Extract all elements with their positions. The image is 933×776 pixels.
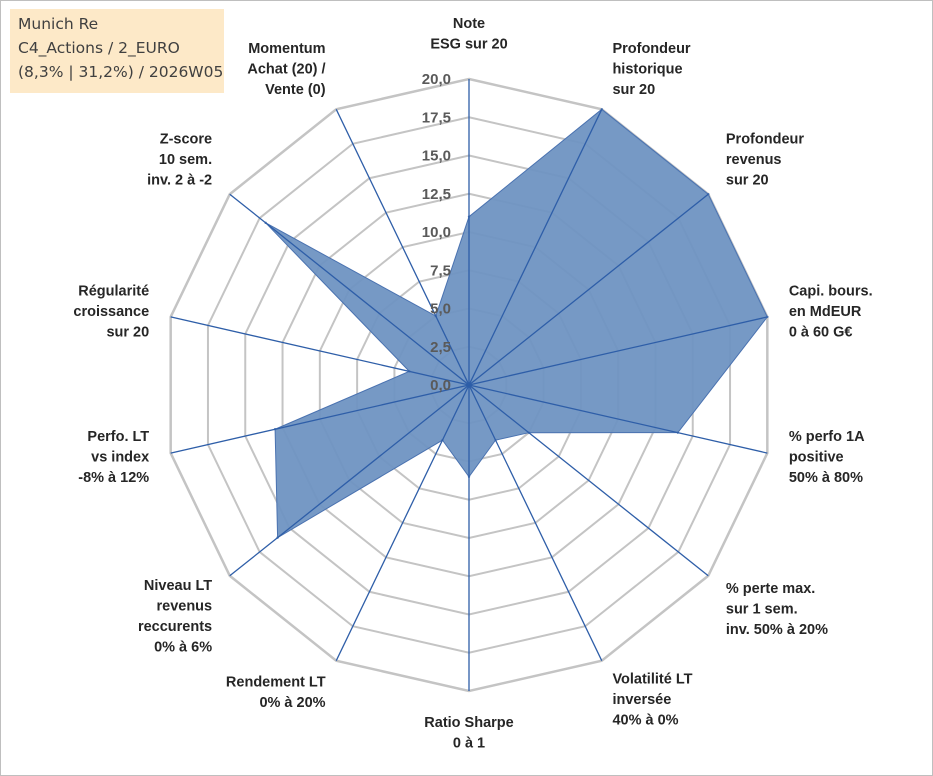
tick-label: 10,0 (422, 224, 451, 241)
axis-label-line: 0% à 20% (259, 695, 325, 711)
axis-label-line: Momentum (248, 41, 325, 57)
axis-label-line: 40% à 0% (612, 712, 678, 728)
axis-spoke (468, 384, 603, 661)
axis-label-line: vs index (91, 449, 149, 465)
axis-label: % perte max. sur 1 sem. inv. 50% à 20% (726, 581, 828, 638)
axis-label: Ratio Sharpe 0 à 1 (424, 715, 513, 752)
axis-spoke (468, 109, 603, 386)
axis-label-line: -8% à 12% (78, 470, 149, 486)
axis-label: Profondeur historique sur 20 (612, 41, 690, 98)
axis-label: Profondeur revenus sur 20 (726, 131, 804, 188)
axis-label-line: Capi. bours. (789, 284, 873, 300)
axis-spoke (335, 109, 470, 386)
portfolio-code: C4_Actions / 2_EURO (18, 39, 180, 57)
axis-spoke (468, 193, 709, 386)
tick-label: 20,0 (422, 71, 451, 88)
axis-label-line: croissance (73, 304, 149, 320)
axis-label-line: sur 1 sem. (726, 602, 798, 618)
axis-label-line: inv. 50% à 20% (726, 622, 828, 638)
axis-label-line: Rendement LT (226, 675, 326, 691)
axis-label: Z-score 10 sem. inv. 2 à -2 (147, 131, 212, 188)
axis-label-line: Volatilité LT (612, 671, 692, 687)
axis-label-line: 0% à 6% (154, 639, 212, 655)
axis-label-line: revenus (726, 152, 782, 168)
axis-label: Rendement LT 0% à 20% (226, 675, 326, 712)
tick-label: 7,5 (430, 262, 451, 279)
axis-label-line: 0 à 1 (453, 736, 485, 752)
axis-label-line: ESG sur 20 (430, 37, 507, 53)
axis-label-line: Ratio Sharpe (424, 715, 513, 731)
axis-label-line: inversée (612, 692, 671, 708)
axis-label-line: 0 à 60 G€ (789, 325, 853, 341)
axis-label-line: Perfo. LT (87, 429, 149, 445)
tick-label: 5,0 (430, 301, 451, 318)
axis-label-line: Niveau LT (144, 578, 212, 594)
tick-label: 12,5 (422, 186, 451, 203)
axis-label-line: en MdEUR (789, 304, 862, 320)
axis-label-line: % perte max. (726, 581, 815, 597)
axis-label-line: historique (612, 62, 682, 78)
performance-week: (8,3% | 31,2%) / 2026W05 (18, 63, 224, 81)
axis-label-line: reccurents (138, 619, 212, 635)
axis-label-line: Z-score (160, 131, 212, 147)
axis-label: % perfo 1A positive 50% à 80% (789, 429, 865, 486)
axis-label: Régularité croissance sur 20 (73, 284, 149, 341)
axis-label: Perfo. LT vs index -8% à 12% (78, 429, 149, 486)
axis-spoke (170, 316, 470, 386)
tick-label: 15,0 (422, 148, 451, 165)
axis-label: Capi. bours. en MdEUR 0 à 60 G€ (789, 284, 873, 341)
axis-label-line: Vente (0) (265, 82, 326, 98)
axis-label-line: positive (789, 449, 844, 465)
axis-spoke (229, 384, 470, 577)
axis-label-line: 10 sem. (159, 152, 212, 168)
axis-label: Volatilité LT inversée 40% à 0% (612, 671, 692, 728)
tick-label: 2,5 (430, 339, 451, 356)
axis-label-line: Note (453, 16, 485, 32)
axis-spoke (468, 316, 768, 386)
axis-label-line: Régularité (78, 284, 149, 300)
axis-label-line: Achat (20) / (247, 62, 325, 78)
axis-label-line: % perfo 1A (789, 429, 865, 445)
axis-label-line: sur 20 (106, 325, 149, 341)
axis-label-line: sur 20 (612, 82, 655, 98)
axis-label-line: revenus (156, 598, 212, 614)
axis-spoke (229, 193, 470, 386)
tick-label: 17,5 (422, 109, 451, 126)
axis-label-line: inv. 2 à -2 (147, 172, 212, 188)
axis-label-line: Profondeur (612, 41, 690, 57)
axis-label-line: sur 20 (726, 172, 769, 188)
axis-spoke (468, 384, 709, 577)
chart-header-box: Munich Re C4_Actions / 2_EURO (8,3% | 31… (10, 9, 224, 93)
axis-spoke (170, 384, 470, 454)
axis-label-line: Profondeur (726, 131, 804, 147)
axis-label: Note ESG sur 20 (430, 16, 507, 53)
company-name: Munich Re (18, 15, 99, 33)
axis-label-line: 50% à 80% (789, 470, 863, 486)
axis-spoke (468, 384, 768, 454)
data-area (265, 108, 768, 539)
tick-label: 0,0 (430, 377, 451, 394)
axis-label: Momentum Achat (20) / Vente (0) (247, 41, 325, 98)
axis-label: Niveau LT revenus reccurents 0% à 6% (138, 578, 212, 656)
axis-spoke (335, 384, 470, 661)
